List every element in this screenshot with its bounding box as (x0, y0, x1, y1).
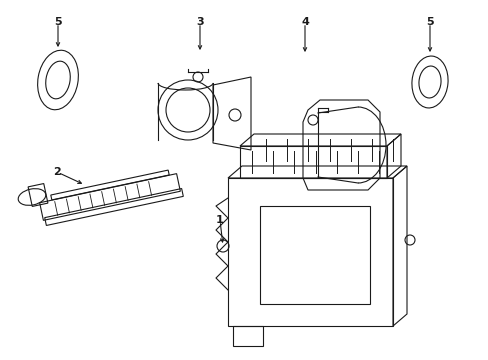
Text: 5: 5 (54, 17, 61, 27)
Text: 1: 1 (216, 215, 224, 225)
Text: 4: 4 (301, 17, 308, 27)
Text: 2: 2 (53, 167, 61, 177)
Text: 3: 3 (196, 17, 203, 27)
Text: 5: 5 (426, 17, 433, 27)
